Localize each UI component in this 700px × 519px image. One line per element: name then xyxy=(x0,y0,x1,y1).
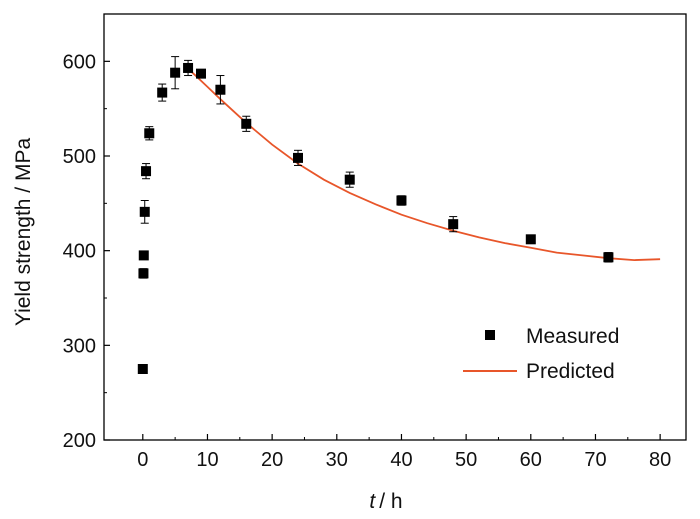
legend-measured-marker xyxy=(485,330,495,340)
y-tick-label: 500 xyxy=(63,146,96,168)
axes xyxy=(103,13,687,441)
measured-point xyxy=(138,250,149,261)
legend-predicted-label: Predicted xyxy=(526,360,615,383)
measured-point xyxy=(138,268,149,279)
x-tick-label: 50 xyxy=(455,449,477,471)
y-tick-label: 400 xyxy=(63,241,96,263)
measured-point xyxy=(157,87,168,98)
measured-point xyxy=(196,68,206,79)
x-tick-label: 60 xyxy=(520,449,542,471)
measured-point xyxy=(215,84,226,95)
predicted-curve xyxy=(187,68,661,262)
x-tick-label: 30 xyxy=(326,449,348,471)
measured-point xyxy=(344,174,355,185)
y-axis-label: Yield strength / MPa xyxy=(12,138,35,327)
legend-measured-label: Measured xyxy=(526,325,619,348)
y-tick-label: 600 xyxy=(63,51,96,73)
measured-point xyxy=(144,128,155,139)
measured-point xyxy=(448,219,459,230)
y-tick-label: 300 xyxy=(63,335,96,357)
measured-point xyxy=(396,195,407,206)
measured-point xyxy=(241,118,252,129)
x-axis-label: t / h xyxy=(369,490,402,513)
measured-point xyxy=(603,252,614,263)
x-axis-label-variable: t xyxy=(369,490,376,513)
measured-point xyxy=(137,364,148,374)
y-tick-label: 200 xyxy=(63,430,96,452)
measured-series xyxy=(137,56,614,374)
legend: Measured Predicted xyxy=(463,325,619,383)
x-tick-label: 20 xyxy=(261,449,283,471)
x-tick-label: 80 xyxy=(649,449,671,471)
measured-point xyxy=(141,166,152,177)
measured-point xyxy=(170,67,181,78)
x-axis-label-unit: / h xyxy=(379,490,402,513)
y-axis-ticks: 200 300 400 500 600 xyxy=(63,51,110,452)
x-tick-label: 10 xyxy=(196,449,218,471)
measured-point xyxy=(525,234,536,245)
x-axis-ticks: 0 10 20 30 40 50 60 70 80 xyxy=(137,434,671,471)
predicted-series xyxy=(187,68,661,262)
measured-point xyxy=(293,152,303,163)
x-tick-label: 0 xyxy=(137,449,148,471)
x-tick-label: 40 xyxy=(390,449,412,471)
measured-point xyxy=(183,62,194,73)
plot-frame xyxy=(103,13,687,441)
x-tick-label: 70 xyxy=(584,449,606,471)
measured-point xyxy=(139,206,150,217)
